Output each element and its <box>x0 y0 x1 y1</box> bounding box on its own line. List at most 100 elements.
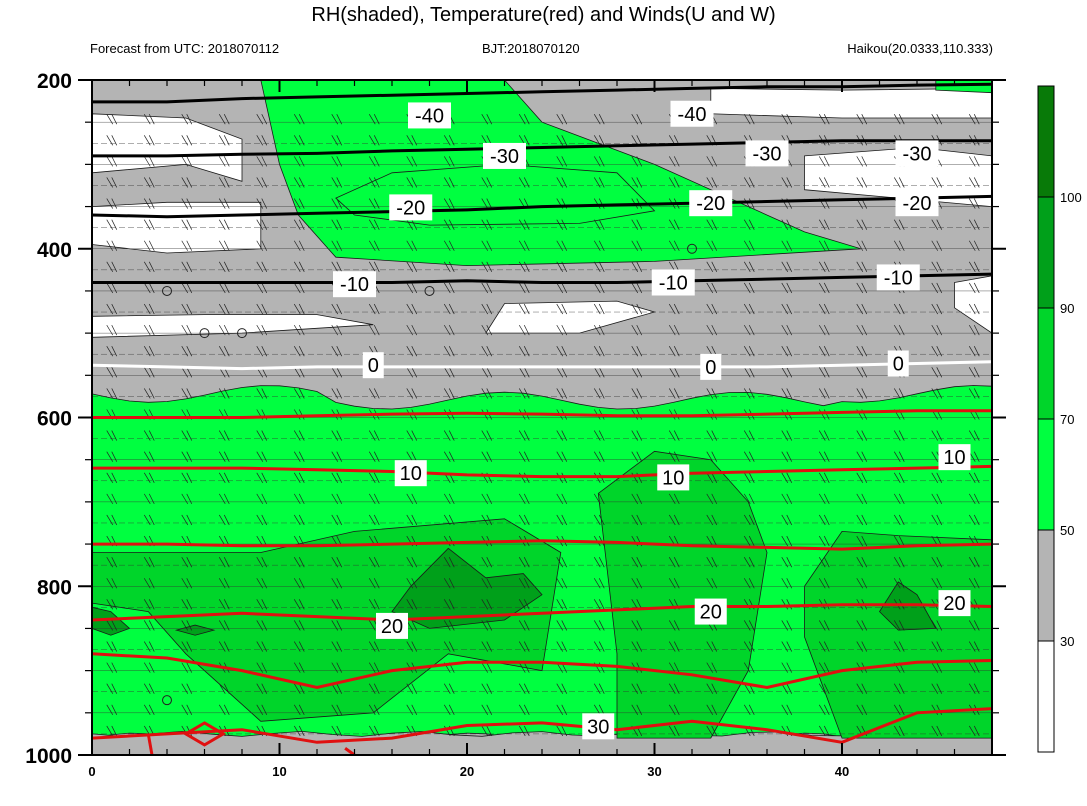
wind-barb <box>223 556 230 568</box>
wind-barb <box>406 493 414 505</box>
wind-barb <box>181 156 189 167</box>
wind-barb <box>631 514 639 526</box>
wind-barb <box>186 704 193 715</box>
wind-barb <box>331 198 339 209</box>
wind-barb <box>861 324 868 336</box>
wind-barb <box>598 493 605 505</box>
wind-barb <box>143 261 151 273</box>
wind-barb <box>486 662 493 673</box>
wind-barb <box>673 324 680 336</box>
wind-barb <box>861 303 868 315</box>
wind-barb <box>518 493 526 505</box>
wind-barb <box>748 451 755 462</box>
wind-barb <box>818 409 826 420</box>
wind-barb <box>936 620 943 631</box>
wind-barb <box>561 620 568 631</box>
wind-barb <box>443 346 451 357</box>
wind-barb <box>448 514 455 526</box>
wind-barb <box>406 388 414 399</box>
contour-label: -20 <box>696 193 725 215</box>
wind-barb <box>931 324 939 336</box>
wind-barb <box>106 662 114 673</box>
wind-barb <box>748 620 755 631</box>
wind-barb <box>181 704 189 715</box>
wind-barb <box>636 388 643 399</box>
rh-dry-pocket <box>954 275 992 334</box>
wind-barb <box>368 156 376 167</box>
wind-barb <box>711 556 718 568</box>
wind-barb <box>861 704 868 715</box>
wind-barb <box>706 282 714 294</box>
wind-barb <box>936 282 943 294</box>
temperature-contour <box>92 539 992 551</box>
wind-barb <box>223 177 230 188</box>
colorbar-segment <box>1037 529 1055 642</box>
temperature-contour <box>92 409 992 419</box>
wind-barb <box>256 240 264 251</box>
wind-barb <box>223 388 230 399</box>
wind-barb <box>931 303 939 315</box>
wind-barb <box>481 303 489 315</box>
wind-barb <box>486 578 493 589</box>
wind-barb <box>518 261 526 273</box>
wind-barb <box>181 367 189 378</box>
wind-barb <box>481 620 489 631</box>
wind-barb <box>893 683 901 694</box>
wind-barb <box>148 662 155 673</box>
wind-barb <box>893 324 901 336</box>
wind-barb <box>443 451 451 462</box>
wind-barb <box>636 704 643 715</box>
wind-barb <box>218 704 226 715</box>
wind-barb <box>148 114 155 125</box>
wind-barb <box>331 620 339 631</box>
wind-barb <box>186 346 193 357</box>
wind-barb <box>631 282 639 294</box>
wind-barb <box>936 472 943 483</box>
wind-barb <box>786 114 793 125</box>
wind-barb <box>298 198 305 209</box>
wind-barb <box>336 556 343 568</box>
contour-label-box <box>408 102 451 129</box>
wind-barb <box>106 219 114 230</box>
wind-barb <box>411 219 418 230</box>
wind-barb <box>261 430 268 441</box>
wind-barb <box>673 430 680 441</box>
wind-barb <box>443 240 451 251</box>
wind-barb <box>786 451 793 462</box>
wind-barb <box>223 514 230 526</box>
wind-barb <box>331 725 339 737</box>
wind-barb <box>818 324 826 336</box>
wind-barb <box>411 346 418 357</box>
wind-barb <box>968 556 976 568</box>
wind-barb <box>818 303 826 315</box>
wind-barb <box>411 620 418 631</box>
wind-barb <box>406 261 414 273</box>
wind-barb <box>106 599 114 610</box>
wind-barb <box>706 493 714 505</box>
wind-barb <box>598 324 605 336</box>
colorbar-segment <box>1037 196 1055 309</box>
wind-barb <box>261 641 268 652</box>
wind-barb <box>486 620 493 631</box>
wind-barb <box>181 472 189 483</box>
wind-barb <box>861 367 868 378</box>
wind-barb <box>706 578 714 589</box>
wind-barb <box>143 282 151 294</box>
wind-barb <box>823 451 830 462</box>
wind-barb <box>668 556 676 568</box>
wind-barb <box>711 177 718 188</box>
wind-barb <box>861 282 868 294</box>
wind-barb <box>411 388 418 399</box>
wind-barb <box>336 324 343 336</box>
wind-barb <box>181 261 189 273</box>
wind-barb <box>898 177 905 188</box>
wind-barb <box>256 156 264 167</box>
wind-barb <box>743 451 751 462</box>
wind-barb <box>336 451 343 462</box>
wind-barb <box>148 451 155 462</box>
wind-barb <box>593 683 601 694</box>
wind-barb <box>298 493 305 505</box>
wind-barb <box>298 219 305 230</box>
wind-barb <box>111 578 118 589</box>
wind-barb <box>631 324 639 336</box>
